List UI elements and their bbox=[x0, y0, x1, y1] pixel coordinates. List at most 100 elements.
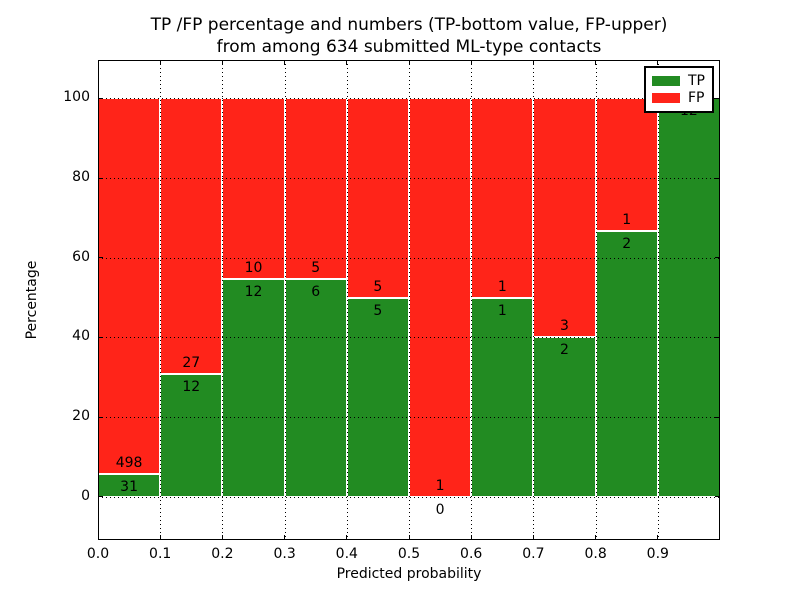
tp-count-label: 2 bbox=[622, 236, 632, 253]
y-tick-right bbox=[715, 336, 720, 338]
bar-fp-segment bbox=[409, 98, 472, 497]
x-tick-top bbox=[532, 60, 534, 65]
tp-count-label: 1 bbox=[497, 302, 507, 319]
x-tick-top bbox=[595, 60, 597, 65]
chart-title-line1: TP /FP percentage and numbers (TP-bottom… bbox=[150, 15, 668, 35]
y-tick-left bbox=[98, 336, 103, 338]
fp-count-label: 498 bbox=[115, 454, 143, 471]
x-tick-top bbox=[470, 60, 472, 65]
legend-label-tp: TP bbox=[688, 72, 705, 89]
x-tick-label: 0.3 bbox=[273, 546, 296, 562]
x-gridline bbox=[160, 60, 162, 540]
bar-tp-segment bbox=[222, 279, 285, 497]
fp-count-label: 5 bbox=[373, 278, 383, 295]
y-tick-left bbox=[98, 416, 103, 418]
x-tick-bottom bbox=[221, 535, 223, 540]
x-tick-top bbox=[346, 60, 348, 65]
x-tick-bottom bbox=[408, 535, 410, 540]
x-tick-bottom bbox=[346, 535, 348, 540]
bar-fp-segment bbox=[471, 98, 534, 298]
x-tick-bottom bbox=[470, 535, 472, 540]
x-tick-bottom bbox=[159, 535, 161, 540]
y-tick-label: 40 bbox=[72, 328, 90, 345]
tp-count-label: 12 bbox=[244, 284, 263, 301]
bar-tp-segment bbox=[346, 297, 409, 497]
fp-count-label: 1 bbox=[435, 477, 445, 494]
fp-count-label: 3 bbox=[560, 318, 569, 335]
plot-area: Predicted probability Percentage TP FP 4… bbox=[24, 60, 720, 582]
y-tick-right bbox=[715, 496, 720, 498]
x-gridline bbox=[657, 60, 659, 540]
y-tick-label: 0 bbox=[81, 487, 90, 504]
x-gridline bbox=[284, 60, 286, 540]
fp-count-label: 27 bbox=[182, 355, 201, 372]
x-tick-bottom bbox=[595, 535, 597, 540]
x-tick-bottom bbox=[284, 535, 286, 540]
fp-count-label: 1 bbox=[497, 278, 507, 295]
x-tick-label: 0.4 bbox=[335, 546, 358, 562]
x-tick-bottom bbox=[97, 535, 99, 540]
y-tick-left bbox=[98, 177, 103, 179]
fp-color-swatch bbox=[652, 93, 680, 104]
y-axis-label: Percentage bbox=[24, 260, 40, 340]
tp-color-swatch bbox=[652, 75, 680, 86]
y-tick-right bbox=[715, 416, 720, 418]
x-tick-bottom bbox=[532, 535, 534, 540]
fp-count-label: 5 bbox=[311, 260, 321, 277]
y-tick-right bbox=[715, 97, 720, 99]
x-tick-label: 0.2 bbox=[211, 546, 234, 562]
x-tick-label: 0.7 bbox=[522, 546, 545, 562]
legend-entry-tp: TP bbox=[652, 74, 706, 88]
bar-fp-segment bbox=[98, 98, 161, 474]
x-tick-label: 0.8 bbox=[584, 546, 607, 562]
y-tick-right bbox=[715, 257, 720, 259]
bar-fp-segment bbox=[160, 98, 223, 375]
x-tick-bottom bbox=[657, 535, 659, 540]
bar-fp-segment bbox=[533, 98, 596, 338]
x-tick-top bbox=[159, 60, 161, 65]
y-tick-label: 60 bbox=[72, 248, 90, 265]
y-tick-label: 100 bbox=[63, 89, 90, 106]
bar-fp-segment bbox=[222, 98, 285, 280]
tp-count-label: 12 bbox=[182, 379, 201, 396]
bar-tp-segment bbox=[533, 337, 596, 497]
tp-count-label: 0 bbox=[435, 501, 445, 518]
legend-label-fp: FP bbox=[688, 90, 705, 107]
bar-fp-segment bbox=[284, 98, 347, 280]
tp-count-label: 6 bbox=[311, 284, 321, 301]
x-gridline bbox=[409, 60, 410, 540]
tp-count-label: 2 bbox=[560, 342, 569, 359]
y-tick-left bbox=[98, 496, 103, 498]
y-tick-label: 80 bbox=[72, 169, 90, 185]
x-gridline bbox=[471, 60, 473, 540]
x-tick-label: 0.6 bbox=[460, 546, 483, 562]
legend: TP FP bbox=[644, 66, 714, 113]
x-gridline bbox=[533, 60, 535, 540]
x-tick-label: 0.9 bbox=[646, 546, 669, 562]
x-tick-label: 0.1 bbox=[149, 546, 172, 562]
x-gridline bbox=[346, 60, 348, 540]
x-tick-top bbox=[221, 60, 223, 65]
x-tick-label: 0.5 bbox=[397, 546, 421, 562]
x-tick-top bbox=[408, 60, 410, 65]
bar-tp-segment bbox=[471, 297, 534, 497]
x-gridline bbox=[222, 60, 224, 540]
y-tick-label: 20 bbox=[72, 408, 90, 425]
fp-count-label: 1 bbox=[622, 212, 632, 229]
x-axis-label: Predicted probability bbox=[336, 566, 482, 582]
x-tick-label: 0.0 bbox=[86, 546, 110, 562]
x-tick-top bbox=[284, 60, 286, 65]
fp-count-label: 10 bbox=[244, 260, 263, 277]
legend-entry-fp: FP bbox=[652, 91, 706, 105]
chart-title: TP /FP percentage and numbers (TP-bottom… bbox=[98, 14, 720, 58]
y-tick-right bbox=[715, 177, 720, 179]
x-tick-top bbox=[97, 60, 99, 65]
y-tick-left bbox=[98, 257, 103, 259]
tp-count-label: 5 bbox=[373, 302, 383, 319]
x-gridline bbox=[595, 60, 597, 540]
tp-count-label: 31 bbox=[120, 478, 139, 495]
bar-tp-segment bbox=[595, 231, 658, 497]
bar-tp-segment bbox=[657, 98, 720, 497]
chart-title-line2: from among 634 submitted ML-type contact… bbox=[216, 37, 602, 57]
